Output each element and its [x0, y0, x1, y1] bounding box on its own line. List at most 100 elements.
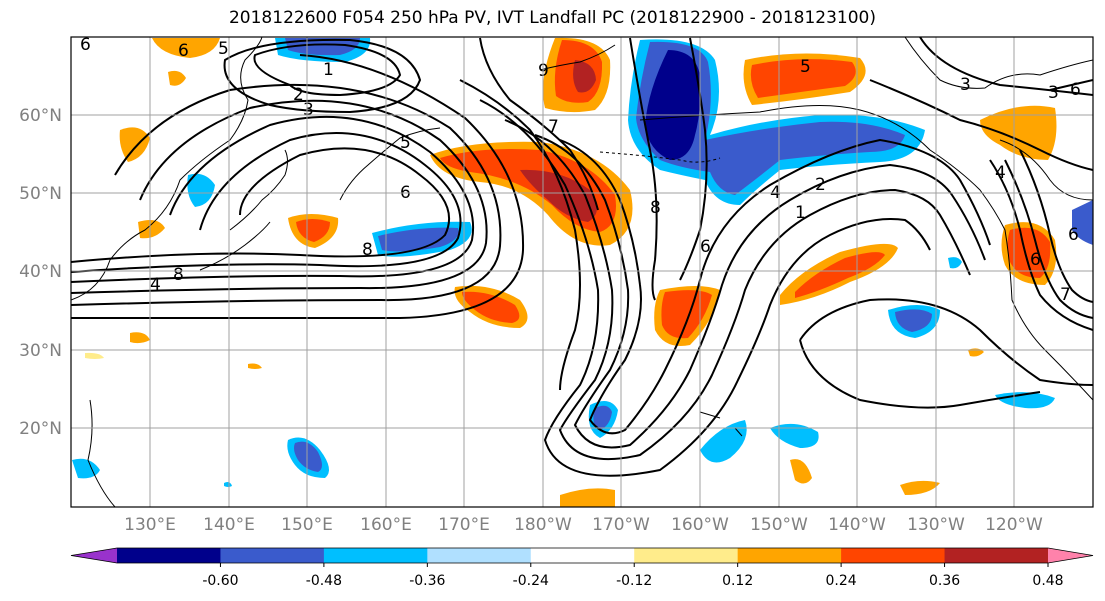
- lon-label: 160°E: [360, 515, 412, 535]
- coast-philippines: [87, 399, 116, 507]
- coast-kamchatka: [339, 127, 441, 201]
- longitude-labels: 130°E 140°E 150°E 160°E 170°E 180°W 170°…: [124, 515, 1043, 535]
- colorbar-tick-label: 0.12: [722, 573, 753, 589]
- pv-label: 1: [323, 60, 334, 80]
- lon-label: 120°W: [985, 515, 1043, 535]
- colorbar: -0.60 -0.48 -0.36 -0.24 -0.12 0.12 0.24 0.36 0.4…: [70, 547, 1094, 589]
- colorbar-outline: [70, 547, 1094, 564]
- pv-label: 8: [362, 240, 373, 260]
- lon-label: 170°W: [592, 515, 650, 535]
- colorbar-extend-low: [71, 548, 117, 563]
- pv-label: 6: [1030, 250, 1041, 270]
- gridlines: [71, 37, 1093, 507]
- pv-contour: [479, 37, 599, 211]
- lon-label: 160°W: [671, 515, 729, 535]
- lon-label: 130°E: [124, 515, 176, 535]
- lon-label: 180°W: [514, 515, 572, 535]
- pv-label: 6: [1068, 225, 1079, 245]
- colorbar-segment: [634, 548, 739, 563]
- colorbar-segment: [117, 548, 221, 563]
- pv-label: 6: [178, 41, 189, 61]
- ivt-positive-canada: [980, 105, 1057, 160]
- map-title: 2018122600 F054 250 hPa PV, IVT Landfall…: [228, 8, 876, 28]
- pv-label: 8: [173, 265, 184, 285]
- colorbar-segment: [944, 548, 1049, 563]
- ivt-positive-coast: [1001, 222, 1057, 285]
- pv-contour: [1019, 149, 1093, 303]
- coastlines: [71, 37, 1093, 507]
- coast-chukotka: [539, 44, 616, 71]
- pv-label: 8: [650, 198, 661, 218]
- border-canada: [999, 139, 1093, 201]
- ivt-positive-subtropic: [454, 285, 528, 328]
- pv-label: 7: [1060, 285, 1071, 305]
- pv-contour-closed: [253, 43, 402, 97]
- colorbar-tick-label: 0.24: [826, 573, 857, 589]
- lon-label: 140°W: [828, 515, 886, 535]
- ivt-negative-bering: [628, 39, 925, 205]
- colorbar-tick-label: -0.24: [513, 573, 549, 589]
- pv-contour: [71, 99, 488, 294]
- pv-contour: [559, 138, 991, 435]
- pv-label: 3: [303, 100, 314, 120]
- pv-contour: [679, 37, 708, 281]
- ivt-positive-east-subtropic: [654, 286, 720, 346]
- colorbar-tick-label: -0.48: [306, 573, 342, 589]
- lat-label: 50°N: [19, 184, 62, 204]
- colorbar-tick-label: 0.48: [1032, 573, 1063, 589]
- pv-contour: [71, 131, 462, 273]
- coast-japan: [199, 221, 271, 271]
- colorbar-segment: [737, 548, 842, 563]
- pv-label: 4: [995, 163, 1006, 183]
- pv-contour: [629, 37, 658, 301]
- coast-north-america: [639, 104, 1093, 401]
- pv-contour: [504, 119, 971, 461]
- pv-contour: [799, 339, 1041, 409]
- ivt-positive-gulf: [743, 53, 866, 105]
- colorbar-segment: [220, 548, 325, 563]
- colorbar-tick-label: 0.36: [929, 573, 960, 589]
- pv-label: 6: [1070, 80, 1081, 100]
- colorbar-extend-high: [1048, 548, 1093, 563]
- pv-label: 1: [795, 203, 806, 223]
- pv-label: 2: [293, 85, 304, 105]
- pv-contour: [1049, 79, 1093, 91]
- colorbar-tick-label: -0.12: [616, 573, 652, 589]
- pv-contour-closed: [223, 38, 422, 114]
- coast-japan-north: [229, 149, 288, 231]
- lat-label: 20°N: [19, 419, 62, 439]
- colorbar-segment: [841, 548, 946, 563]
- colorbar-segment: [530, 548, 635, 563]
- lon-label: 130°W: [907, 515, 965, 535]
- coast-asia: [71, 37, 263, 301]
- lon-label: 150°W: [750, 515, 808, 535]
- lon-label: 140°E: [203, 515, 255, 535]
- colorbar-segment: [427, 548, 532, 563]
- pv-label: 5: [400, 133, 411, 153]
- pv-label: 7: [548, 117, 559, 137]
- colorbar-tick-label: -0.36: [409, 573, 445, 589]
- pv-label: 3: [960, 75, 971, 95]
- pv-label: 5: [800, 57, 811, 77]
- pv-label: 5: [218, 39, 229, 59]
- lon-label: 170°E: [438, 515, 490, 535]
- map-frame: [70, 36, 1094, 508]
- lat-label: 30°N: [19, 341, 62, 361]
- coast-canada: [904, 37, 1093, 89]
- lat-label: 40°N: [19, 262, 62, 282]
- pv-contour: [71, 54, 525, 320]
- pv-contour: [479, 99, 931, 477]
- pv-label: 4: [150, 275, 161, 295]
- pv-contour: [459, 79, 581, 391]
- latitude-labels: 60°N 50°N 40°N 30°N 20°N: [19, 106, 62, 439]
- pv-contour: [869, 79, 1093, 171]
- ivt-shading: [72, 37, 1093, 507]
- ivt-negative-top-left: [275, 38, 371, 62]
- pv-contour: [71, 115, 474, 283]
- lat-label: 60°N: [19, 106, 62, 126]
- pv-contour: [71, 83, 502, 306]
- pv-label: 3: [1048, 83, 1059, 103]
- pv-contour: [71, 147, 450, 263]
- colorbar-segment: [323, 548, 428, 563]
